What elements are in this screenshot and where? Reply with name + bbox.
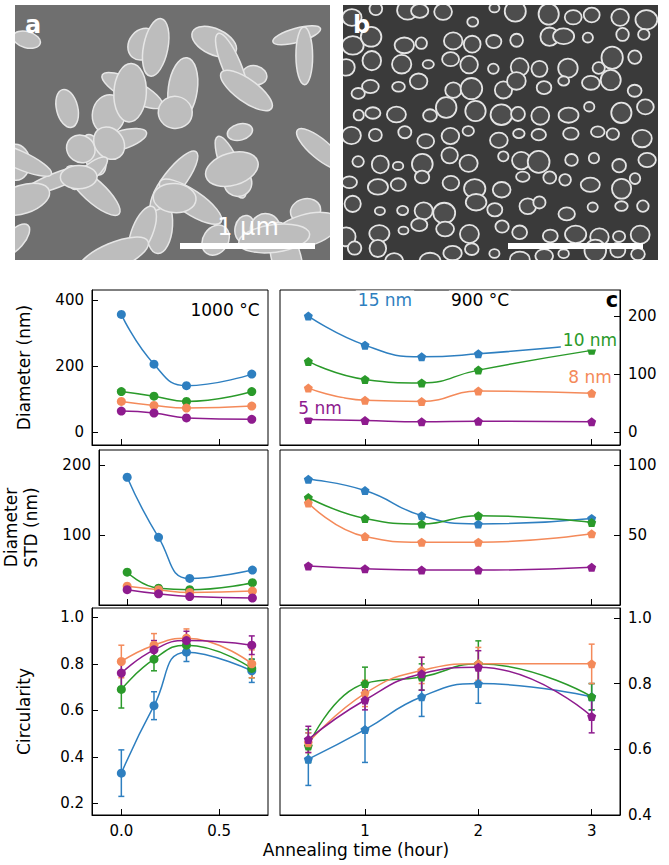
svg-text:0.2: 0.2 [60,794,84,812]
svg-text:Circularity: Circularity [14,668,34,755]
svg-text:Diameter: Diameter [1,488,21,567]
svg-text:5 nm: 5 nm [298,398,342,418]
svg-text:200: 200 [62,456,91,474]
svg-text:STD (nm): STD (nm) [21,487,41,567]
svg-text:0.8: 0.8 [628,675,652,693]
svg-text:0.0: 0.0 [109,822,133,840]
svg-text:900 °C: 900 °C [451,290,509,310]
svg-text:2: 2 [474,822,484,840]
svg-text:0: 0 [628,423,638,441]
svg-text:100: 100 [628,456,657,474]
svg-text:3: 3 [587,822,597,840]
svg-text:a: a [25,11,41,39]
svg-text:0.6: 0.6 [628,740,652,758]
svg-text:0: 0 [74,423,84,441]
svg-text:1 μm: 1 μm [217,213,279,241]
svg-text:400: 400 [55,291,84,309]
svg-text:100: 100 [62,526,91,544]
svg-text:1: 1 [360,822,370,840]
svg-text:200: 200 [628,307,657,325]
svg-text:15 nm: 15 nm [358,290,412,310]
svg-text:50: 50 [628,526,647,544]
svg-text:c: c [606,288,618,312]
svg-text:1.0: 1.0 [60,608,84,626]
svg-text:200: 200 [55,357,84,375]
svg-text:10 nm: 10 nm [563,330,617,350]
svg-text:0.4: 0.4 [628,806,652,824]
svg-text:Diameter (nm): Diameter (nm) [14,305,34,430]
svg-text:0.8: 0.8 [60,655,84,673]
svg-text:0.6: 0.6 [60,701,84,719]
svg-text:1000 °C: 1000 °C [190,300,259,320]
svg-text:0.4: 0.4 [60,748,84,766]
svg-text:b: b [353,11,370,39]
svg-text:8 nm: 8 nm [568,367,612,387]
svg-text:Annealing time (hour): Annealing time (hour) [263,840,450,860]
svg-text:100: 100 [628,365,657,383]
svg-text:1.0: 1.0 [628,609,652,627]
svg-text:0.5: 0.5 [207,822,231,840]
